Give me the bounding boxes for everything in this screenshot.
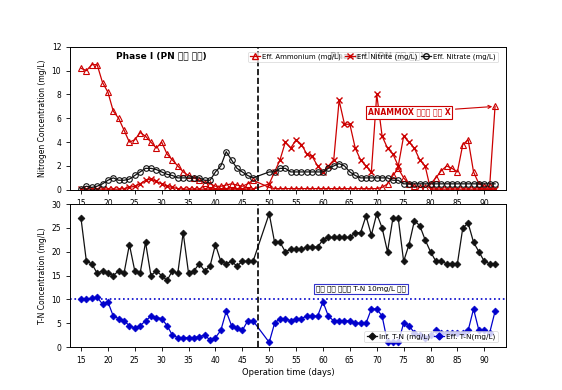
Text: Phase I (PN 정상 운영): Phase I (PN 정상 운영) — [116, 51, 207, 60]
Legend: Inf. T-N (mg/L), Eff. T-N(mg/L): Inf. T-N (mg/L), Eff. T-N(mg/L) — [364, 331, 498, 342]
Text: 연구 목표 유출수 T-N 10mg/L 이하: 연구 목표 유출수 T-N 10mg/L 이하 — [316, 285, 406, 292]
Legend: Eff. Ammonium (mg/L), Eff. Nitrite (mg/L), Eff. Nitrate (mg/L): Eff. Ammonium (mg/L), Eff. Nitrite (mg/L… — [248, 52, 498, 62]
Text: ANAMMOX 기질비 달성 X: ANAMMOX 기질비 달성 X — [368, 105, 491, 117]
Text: Phase II (PN 효율 감소): Phase II (PN 효율 감소) — [330, 51, 424, 60]
X-axis label: Operation time (days): Operation time (days) — [242, 368, 334, 377]
Y-axis label: T-N Concentration (mg/L): T-N Concentration (mg/L) — [38, 227, 47, 324]
Y-axis label: Nitrogen Concentration (mg/L): Nitrogen Concentration (mg/L) — [38, 60, 47, 177]
